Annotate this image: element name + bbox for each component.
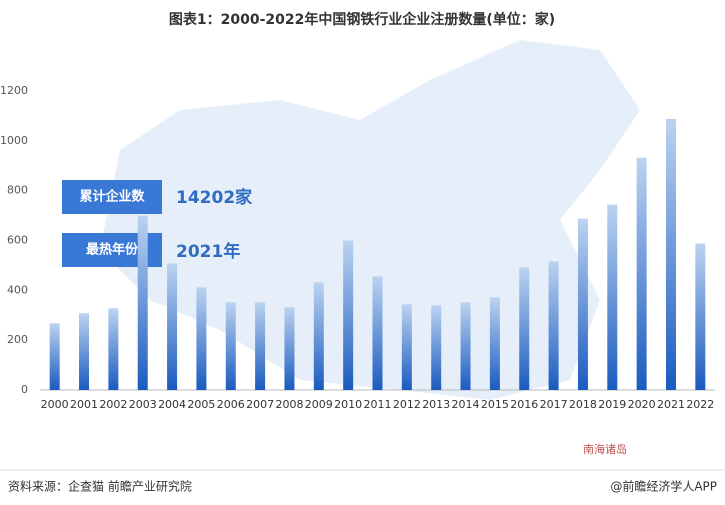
bar xyxy=(167,263,178,390)
source: 资料来源：企查猫 前瞻产业研究院 xyxy=(8,479,192,494)
y-tick-label: 200 xyxy=(7,333,28,346)
callout-label: 最热年份 xyxy=(86,242,139,258)
x-tick-label: 2010 xyxy=(334,398,362,411)
y-tick-label: 0 xyxy=(21,383,28,396)
bar xyxy=(636,157,647,390)
callout-value: 14202家 xyxy=(176,187,252,208)
bar xyxy=(343,240,354,390)
bar xyxy=(108,308,119,390)
bar xyxy=(460,302,471,390)
callout-value: 2021年 xyxy=(176,241,240,262)
x-tick-label: 2011 xyxy=(364,398,392,411)
x-tick-label: 2006 xyxy=(217,398,245,411)
x-tick-label: 2008 xyxy=(275,398,303,411)
bar xyxy=(695,243,706,390)
map-background xyxy=(100,40,640,400)
bar xyxy=(49,323,60,390)
bar xyxy=(137,215,148,390)
bar xyxy=(372,276,383,390)
bar xyxy=(401,304,412,390)
bar xyxy=(79,313,90,390)
bar xyxy=(577,218,588,390)
x-tick-label: 2009 xyxy=(305,398,333,411)
x-tick-label: 2007 xyxy=(246,398,274,411)
y-tick-label: 1000 xyxy=(0,134,28,147)
bar xyxy=(225,302,236,390)
callout: 累计企业数 14202家 xyxy=(62,180,252,214)
y-tick-label: 400 xyxy=(7,283,28,296)
x-tick-label: 2005 xyxy=(187,398,215,411)
x-tick-label: 2019 xyxy=(598,398,626,411)
x-tick-label: 2013 xyxy=(422,398,450,411)
x-tick-label: 2016 xyxy=(510,398,538,411)
x-tick-label: 2020 xyxy=(628,398,656,411)
bar xyxy=(431,305,442,390)
bar xyxy=(196,287,207,390)
callout-label: 累计企业数 xyxy=(79,189,145,205)
x-tick-label: 2021 xyxy=(657,398,685,411)
x-tick-label: 2000 xyxy=(41,398,69,411)
bar xyxy=(519,267,530,390)
bar xyxy=(607,204,618,390)
bar xyxy=(284,307,295,390)
credit: @前瞻经济学人APP xyxy=(610,479,717,494)
x-tick-label: 2002 xyxy=(99,398,127,411)
x-tick-label: 2001 xyxy=(70,398,98,411)
bar xyxy=(489,297,500,390)
x-tick-label: 2018 xyxy=(569,398,597,411)
bar xyxy=(255,302,266,390)
x-tick-label: 2014 xyxy=(452,398,480,411)
x-tick-label: 2004 xyxy=(158,398,186,411)
x-tick-label: 2022 xyxy=(686,398,714,411)
bar xyxy=(548,261,559,390)
bar xyxy=(313,282,324,390)
callout-box xyxy=(62,180,162,214)
bar xyxy=(665,118,676,390)
x-tick-label: 2012 xyxy=(393,398,421,411)
chart-title: 图表1：2000-2022年中国钢铁行业企业注册数量(单位：家) xyxy=(169,11,555,28)
x-tick-label: 2003 xyxy=(129,398,157,411)
map-label: 南海诸岛 xyxy=(583,442,627,456)
x-tick-label: 2015 xyxy=(481,398,509,411)
y-tick-label: 1200 xyxy=(0,84,28,97)
x-tick-label: 2017 xyxy=(540,398,568,411)
y-tick-label: 800 xyxy=(7,184,28,197)
y-tick-label: 600 xyxy=(7,234,28,247)
